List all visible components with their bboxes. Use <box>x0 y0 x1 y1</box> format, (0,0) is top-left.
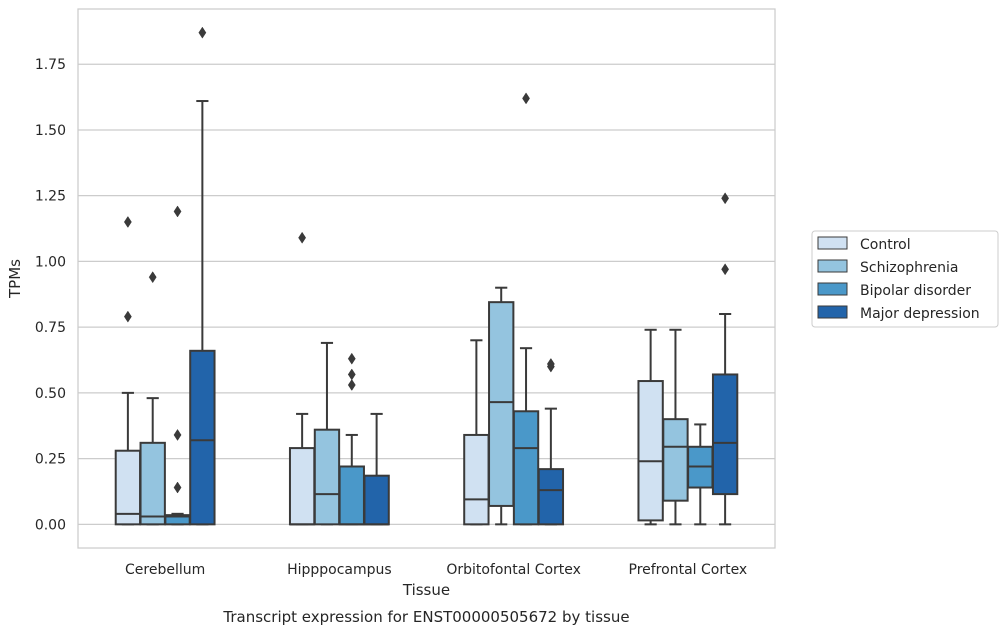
y-tick-label: 1.25 <box>35 189 66 205</box>
box-0-0 <box>114 216 142 526</box>
y-tick-label: 0.25 <box>35 452 66 468</box>
box-iqr <box>662 418 689 502</box>
box-1-1 <box>313 341 341 526</box>
box-3-3 <box>711 192 739 526</box>
y-tick-label: 1.00 <box>35 254 66 270</box>
outlier-point <box>721 192 730 205</box>
plot-frame <box>77 8 776 549</box>
outlier-point <box>347 379 356 391</box>
outlier-point <box>347 368 356 381</box>
outlier-point <box>173 205 182 218</box>
outlier-point <box>198 26 207 39</box>
x-tick-label: Hipppocampus <box>287 562 392 578</box>
outlier-point <box>148 271 157 284</box>
outlier-point <box>123 216 132 228</box>
box-series <box>114 26 739 526</box>
box-3-1 <box>662 328 689 526</box>
y-tick-label: 1.75 <box>35 57 66 73</box>
legend-label: Control <box>860 237 911 253</box>
legend-swatch <box>817 259 848 273</box>
x-tick-label: Orbitofontal Cortex <box>446 562 581 578</box>
box-0-3 <box>189 26 216 526</box>
box-0-1 <box>139 271 166 526</box>
box-iqr <box>288 447 316 526</box>
y-tick-label: 1.50 <box>35 123 66 139</box>
box-iqr <box>189 349 216 526</box>
outlier-point <box>173 428 182 441</box>
chart-caption: Transcript expression for ENST0000050567… <box>222 608 629 626</box>
box-iqr <box>338 465 365 526</box>
box-1-0 <box>288 231 316 526</box>
legend-frame <box>811 230 999 328</box>
box-iqr <box>313 428 341 526</box>
legend-label: Major depression <box>860 306 980 322</box>
box-2-2 <box>512 92 540 526</box>
box-iqr <box>637 380 664 522</box>
box-iqr <box>114 449 142 526</box>
legend-label: Bipolar disorder <box>860 283 971 299</box>
legend-swatch <box>817 236 848 250</box>
legend-swatch <box>817 305 848 319</box>
box-2-1 <box>488 286 515 526</box>
x-axis-label: Tissue <box>402 581 450 599</box>
outlier-point <box>522 92 530 105</box>
legend: Control Schizophrenia Bipolar disorder Majo… <box>811 230 999 328</box>
y-axis-label: TPMs <box>6 259 24 299</box>
box-1-2 <box>338 352 365 526</box>
y-tick-label: 0.00 <box>35 517 66 533</box>
y-tick-label: 0.75 <box>35 320 66 336</box>
legend-label: Schizophrenia <box>860 260 958 276</box>
outlier-point <box>546 357 555 370</box>
box-iqr <box>512 410 540 526</box>
box-iqr <box>711 373 739 496</box>
y-tick-label: 0.50 <box>35 386 66 402</box>
box-2-0 <box>463 339 490 526</box>
box-3-2 <box>687 423 714 526</box>
x-tick-label: Cerebellum <box>125 562 205 578</box>
x-tick-labels: Cerebellum Hipppocampus Orbitofontal Corte… <box>125 562 747 578</box>
box-0-2 <box>164 205 191 526</box>
box-iqr <box>488 301 515 507</box>
outlier-point <box>347 352 356 365</box>
legend-swatch <box>817 282 848 296</box>
box-iqr <box>537 468 565 526</box>
box-iqr <box>463 433 490 526</box>
outlier-point <box>173 481 182 494</box>
box-iqr <box>139 441 166 526</box>
x-tick-label: Prefrontal Cortex <box>629 562 748 578</box>
y-tick-labels: 0.00 0.25 0.50 0.75 1.00 1.25 1.50 1.75 <box>35 57 66 533</box>
box-3-0 <box>637 328 664 526</box>
outlier-point <box>721 263 730 276</box>
box-iqr <box>363 474 390 526</box>
outlier-point <box>298 231 307 244</box>
outlier-point <box>123 310 132 323</box>
box-1-3 <box>363 412 390 526</box>
box-2-3 <box>537 357 565 526</box>
